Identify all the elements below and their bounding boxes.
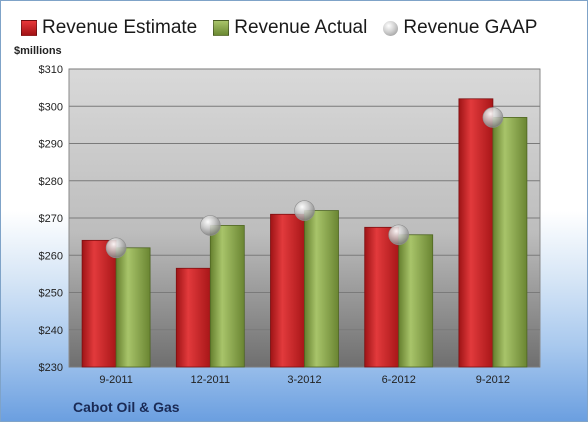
bar-revenue-actual <box>398 234 434 368</box>
y-axis-unit-label: $millions <box>14 45 62 57</box>
company-name: Cabot Oil & Gas <box>73 399 180 415</box>
bar-revenue-actual <box>492 117 528 368</box>
bar-revenue-estimate <box>270 213 305 368</box>
y-tick-label: $230 <box>39 362 63 374</box>
bar-revenue-actual <box>304 210 339 368</box>
x-tick-label: 12-2011 <box>191 374 231 386</box>
point-revenue-gaap <box>200 215 221 236</box>
legend-swatch-estimate <box>21 20 37 36</box>
legend-label-estimate: Revenue Estimate <box>42 17 198 38</box>
x-tick-label: 3-2012 <box>287 374 321 386</box>
x-tick-labels: 9-2011 12-2011 3-2012 6-2012 9-2012 <box>99 374 510 386</box>
point-revenue-gaap <box>105 237 127 259</box>
bar-revenue-actual <box>115 247 151 368</box>
bar-revenue-estimate <box>458 98 494 368</box>
y-tick-label: $310 <box>39 64 63 76</box>
bar-revenue-estimate <box>175 267 211 368</box>
y-tick-label: $300 <box>39 101 63 113</box>
x-tick-label: 6-2012 <box>382 374 416 386</box>
x-tick-label: 9-2012 <box>476 374 510 386</box>
bar-revenue-estimate <box>364 226 400 368</box>
gaap-points <box>105 107 504 259</box>
y-tick-label: $240 <box>39 325 63 337</box>
legend-label-actual: Revenue Actual <box>234 17 368 38</box>
y-tick-labels: $230 $240 $250 $260 $270 $280 $290 $300 $310 <box>39 64 63 374</box>
y-tick-label: $290 <box>39 139 63 151</box>
bar-revenue-actual <box>209 225 245 368</box>
point-revenue-gaap <box>482 107 504 128</box>
bar-revenue-estimate <box>81 239 117 368</box>
x-tick-label: 9-2011 <box>99 374 132 386</box>
legend-item-estimate: Revenue Estimate <box>21 17 197 39</box>
y-tick-label: $270 <box>39 213 63 225</box>
legend-swatch-gaap <box>383 20 399 36</box>
y-tick-label: $260 <box>39 250 63 262</box>
legend-item-actual: Revenue Actual <box>213 17 367 39</box>
point-revenue-gaap <box>388 224 410 246</box>
point-revenue-gaap <box>294 200 315 221</box>
bars <box>81 98 528 368</box>
legend: Revenue Estimate Revenue Actual Revenue … <box>21 17 553 39</box>
legend-swatch-actual <box>213 20 230 36</box>
y-tick-label: $280 <box>39 176 63 188</box>
legend-label-gaap: Revenue GAAP <box>403 17 538 38</box>
legend-item-gaap: Revenue GAAP <box>383 17 537 39</box>
y-tick-label: $250 <box>39 288 63 300</box>
